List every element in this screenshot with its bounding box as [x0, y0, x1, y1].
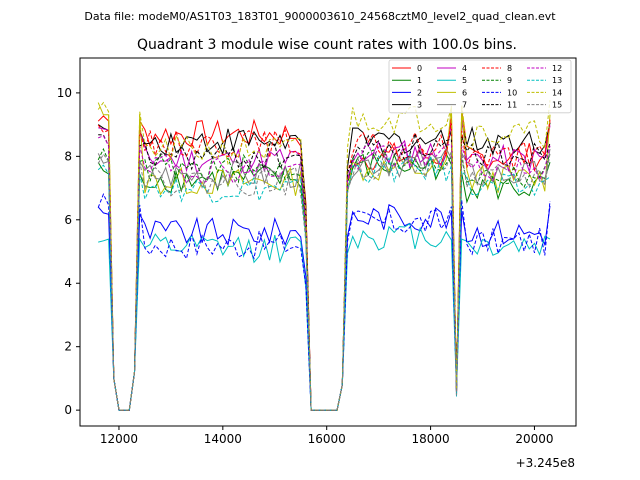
- legend-label-7: 7: [462, 101, 467, 110]
- legend-label-5: 5: [462, 76, 467, 85]
- series-line-5: [98, 222, 551, 411]
- x-tick-label: 16000: [308, 432, 346, 446]
- legend-label-8: 8: [507, 64, 512, 73]
- legend-label-15: 15: [552, 101, 562, 110]
- axes-frame: [79, 57, 577, 427]
- legend-label-2: 2: [417, 88, 422, 97]
- series-line-8: [97, 119, 551, 411]
- legend-frame: [388, 59, 572, 114]
- chart-title: Quadrant 3 module wise count rates with …: [137, 37, 517, 53]
- legend-label-12: 12: [552, 64, 562, 73]
- legend-label-0: 0: [417, 64, 422, 73]
- x-axis-offset-label: +3.245e8: [516, 456, 575, 470]
- x-axis: 12000 14000 16000 18000 20000: [100, 426, 554, 446]
- legend-label-4: 4: [462, 64, 467, 73]
- y-tick-label: 6: [64, 213, 72, 227]
- series-layer: [97, 100, 551, 411]
- y-tick-label: 4: [64, 276, 72, 290]
- figure-suptitle: Data file: modeM0/AS1T03_183T01_90000036…: [84, 10, 556, 23]
- y-tick-label: 10: [57, 86, 72, 100]
- x-tick-label: 18000: [411, 432, 449, 446]
- y-tick-label: 0: [64, 403, 72, 417]
- y-tick-label: 8: [64, 149, 72, 163]
- legend-label-1: 1: [417, 76, 422, 85]
- series-line-2: [97, 204, 551, 411]
- x-tick-label: 14000: [204, 432, 242, 446]
- legend-label-3: 3: [417, 101, 422, 110]
- series-line-1: [97, 152, 551, 411]
- series-line-10: [97, 193, 551, 411]
- legend-label-9: 9: [507, 76, 512, 85]
- legend-label-10: 10: [507, 88, 517, 97]
- series-line-11: [98, 131, 551, 411]
- series-line-13: [97, 153, 551, 411]
- series-line-14: [97, 100, 551, 411]
- series-line-12: [98, 135, 551, 411]
- legend-label-13: 13: [552, 76, 562, 85]
- y-axis: 0 2 4 6 8 10: [57, 86, 80, 417]
- series-line-15: [97, 150, 551, 411]
- legend-label-11: 11: [507, 101, 517, 110]
- series-line-9: [97, 147, 551, 411]
- y-tick-label: 2: [64, 340, 72, 354]
- x-tick-label: 12000: [100, 432, 138, 446]
- x-tick-label: 20000: [515, 432, 553, 446]
- legend-label-14: 14: [552, 88, 562, 97]
- legend-label-6: 6: [462, 88, 467, 97]
- series-line-4: [98, 118, 551, 411]
